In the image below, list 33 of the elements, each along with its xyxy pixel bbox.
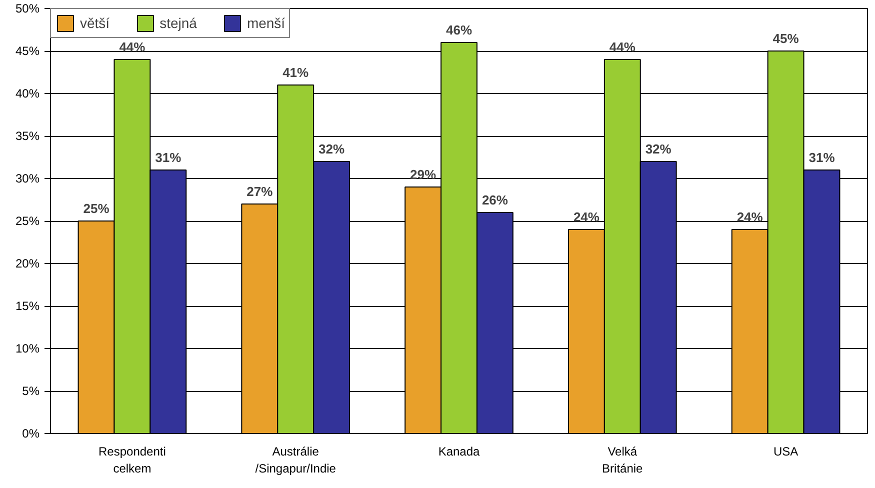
y-tick-label: 5%: [22, 384, 40, 398]
data-label: 32%: [318, 142, 345, 156]
data-label: 31%: [155, 150, 182, 165]
data-label: 41%: [282, 65, 310, 80]
x-tick-label: USA: [773, 444, 798, 458]
y-tick-label: 40%: [15, 86, 40, 100]
data-label: 44%: [119, 40, 146, 54]
y-tick-label: 45%: [15, 44, 40, 58]
data-label: 27%: [246, 184, 274, 199]
legend-label: stejná: [160, 15, 197, 31]
y-tick-label: 30%: [15, 172, 40, 186]
y-tick-label: 0%: [22, 426, 40, 440]
y-tick-label: 10%: [15, 342, 40, 356]
data-label: 45%: [772, 31, 800, 46]
x-tick-label: Respondenti celkem: [98, 444, 166, 476]
data-label: 25%: [83, 201, 110, 216]
data-label: 31%: [808, 150, 836, 165]
data-label: 46%: [446, 22, 472, 38]
data-label: 44%: [609, 40, 636, 54]
x-tick-label: Kanada: [438, 444, 480, 458]
x-tick-label: Velká Británie: [602, 444, 644, 476]
data-label: 26%: [482, 192, 508, 208]
data-label: 24%: [573, 210, 600, 224]
x-tick-label: Austrálie /Singapur/Indie: [255, 444, 336, 476]
y-tick-label: 15%: [15, 299, 40, 313]
data-label: 32%: [645, 142, 672, 156]
legend-label: větší: [80, 15, 110, 31]
y-tick-label: 20%: [15, 256, 40, 270]
y-tick-label: 25%: [15, 214, 40, 228]
data-label: 24%: [736, 210, 764, 224]
y-tick-label: 50%: [15, 2, 40, 16]
legend-label: menší: [246, 15, 286, 31]
y-tick-label: 35%: [15, 129, 40, 143]
